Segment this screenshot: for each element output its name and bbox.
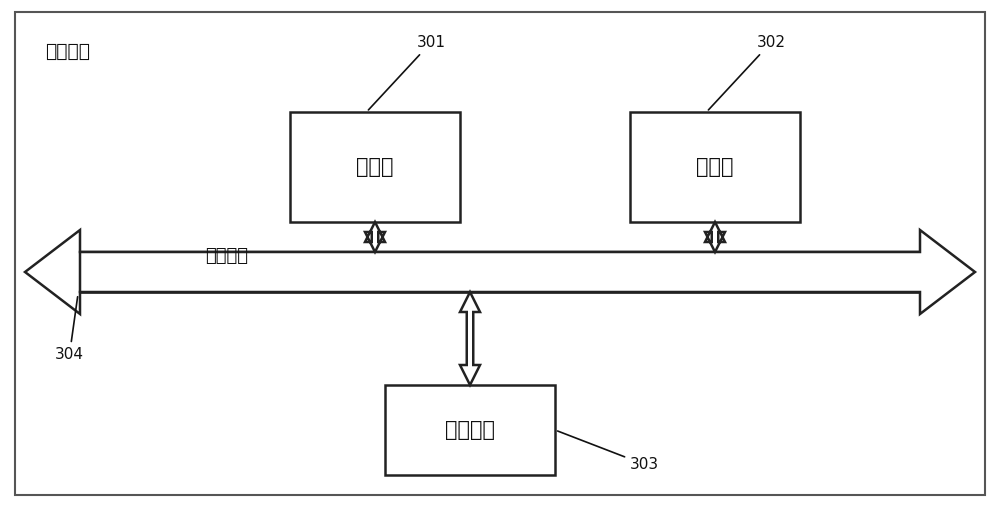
Bar (80, 252, 920, 292)
Text: 存储器: 存储器 (696, 157, 734, 177)
Bar (630, 112, 800, 222)
Polygon shape (460, 292, 480, 385)
Text: 通信接口: 通信接口 (445, 420, 495, 440)
Polygon shape (25, 230, 920, 314)
Bar (290, 112, 460, 222)
Text: 301: 301 (368, 35, 446, 110)
Polygon shape (365, 222, 385, 252)
Polygon shape (705, 222, 725, 252)
Text: 304: 304 (55, 297, 84, 362)
Text: 处理器: 处理器 (356, 157, 394, 177)
Polygon shape (80, 230, 975, 314)
Text: 302: 302 (708, 35, 786, 110)
Bar (385, 385, 555, 475)
Text: 通信总线: 通信总线 (205, 247, 248, 265)
Text: 电子设备: 电子设备 (45, 42, 90, 61)
Text: 303: 303 (558, 431, 659, 472)
